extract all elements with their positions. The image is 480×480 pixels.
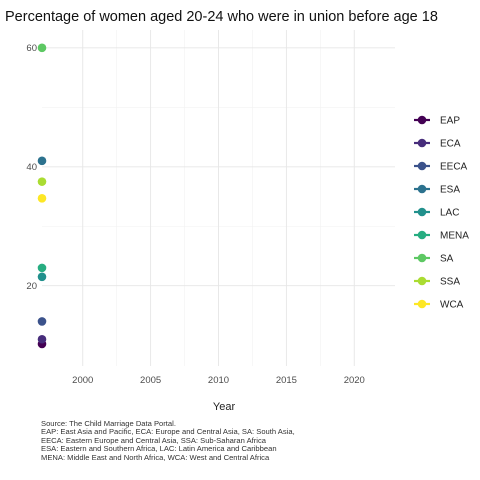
source-line: MENA: Middle East and North Africa, WCA:… <box>41 452 270 462</box>
legend-item-eap: EAP <box>414 116 460 127</box>
legend-item-ssa: SSA <box>414 277 460 288</box>
legend-item-eeca: EECA <box>414 162 468 173</box>
data-point-lac <box>37 272 47 282</box>
x-axis-label: Year <box>213 401 236 413</box>
x-tick-label: 2010 <box>208 375 229 386</box>
legend-item-lac: LAC <box>414 208 459 219</box>
x-tick-label: 2005 <box>140 375 161 386</box>
data-point-wca <box>37 193 47 203</box>
data-point-sa <box>37 43 47 53</box>
legend-label: ESA <box>440 185 460 196</box>
legend-label: SSA <box>440 277 460 288</box>
legend-item-eca: ECA <box>414 139 461 150</box>
source-line: EECA: Eastern Europe and Central Asia, S… <box>41 435 266 445</box>
legend-label: EECA <box>440 162 468 173</box>
y-tick-label: 60 <box>26 43 37 54</box>
data-points <box>37 43 47 349</box>
y-tick-label: 40 <box>26 162 37 173</box>
legend-key-dot <box>417 299 427 309</box>
legend-key-dot <box>417 138 427 148</box>
source-note: Source: The Child Marriage Data Portal. E… <box>41 419 295 462</box>
legend-label: WCA <box>440 300 464 311</box>
legend-label: EAP <box>440 116 460 127</box>
legend: EAP ECA EECA ESA LAC MENA SA SSA WCA <box>414 116 469 311</box>
legend-key-dot <box>417 161 427 171</box>
legend-item-wca: WCA <box>414 300 464 311</box>
x-tick-label: 2015 <box>276 375 297 386</box>
data-point-mena <box>37 263 47 273</box>
source-line: Source: The Child Marriage Data Portal. <box>41 419 176 428</box>
source-line: ESA: Eastern and Southern Africa, LAC: L… <box>41 444 277 454</box>
legend-label: MENA <box>440 231 469 242</box>
source-line: EAP: East Asia and Pacific, ECA: Europe … <box>41 427 295 437</box>
legend-label: SA <box>440 254 454 265</box>
legend-label: LAC <box>440 208 459 219</box>
grid <box>42 30 395 366</box>
legend-key-dot <box>417 253 427 263</box>
legend-item-mena: MENA <box>414 231 469 242</box>
y-tick-label: 20 <box>26 281 37 292</box>
data-point-eeca <box>37 317 47 326</box>
legend-key-dot <box>417 115 427 125</box>
legend-item-sa: SA <box>414 254 454 265</box>
x-tick-label: 2000 <box>72 375 93 386</box>
chart-title: Percentage of women aged 20-24 who were … <box>5 9 438 25</box>
legend-label: ECA <box>440 139 461 150</box>
legend-key-dot <box>417 230 427 240</box>
data-point-ssa <box>37 177 47 186</box>
x-tick-label: 2020 <box>344 375 365 386</box>
legend-key-dot <box>417 207 427 217</box>
legend-item-esa: ESA <box>414 185 460 196</box>
legend-key-dot <box>417 276 427 286</box>
data-point-eca <box>37 334 47 344</box>
data-point-esa <box>37 156 47 166</box>
legend-key-dot <box>417 184 427 194</box>
